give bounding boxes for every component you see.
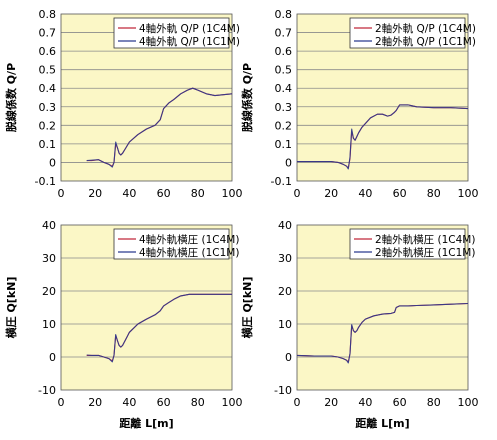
y-tick-label: -10	[38, 384, 56, 397]
x-tick-label: 40	[358, 187, 372, 200]
y-tick-label: 0.7	[275, 27, 293, 40]
y-axis-label: 脱線係数 Q/P	[240, 63, 254, 132]
legend-box	[113, 228, 230, 260]
x-tick-label: 20	[88, 396, 102, 409]
y-tick-label: 40	[278, 219, 292, 232]
x-tick-label: 60	[393, 187, 407, 200]
y-tick-label: 0.3	[39, 101, 57, 114]
y-tick-label: 0.6	[39, 45, 57, 58]
x-tick-label: 60	[157, 396, 171, 409]
plot-border	[296, 13, 469, 182]
plot-border	[60, 224, 233, 391]
y-tick-label: 40	[42, 219, 56, 232]
y-tick-label: -0.1	[35, 175, 56, 188]
x-tick-label: 40	[358, 396, 372, 409]
legend-entry: 2軸外軌横圧 (1C1M)	[375, 246, 475, 259]
x-tick-label: 80	[427, 396, 441, 409]
series-line-1c1m	[296, 302, 469, 364]
x-tick-label: 100	[222, 187, 243, 200]
legend-entry: 2軸外軌横圧 (1C4M)	[375, 233, 475, 246]
legend-box	[349, 17, 466, 49]
x-tick-label: 80	[191, 187, 205, 200]
x-tick-label: 100	[458, 187, 479, 200]
y-tick-label: 0	[285, 156, 292, 169]
y-tick-label: 0	[49, 351, 56, 364]
y-tick-label: 0.1	[39, 138, 57, 151]
plot-border	[60, 13, 233, 182]
y-axis-label: 横圧 Q[kN]	[4, 277, 18, 339]
y-tick-label: 0	[49, 156, 56, 169]
y-tick-label: 30	[42, 252, 56, 265]
chart-top-left: -0.100.10.20.30.40.50.60.70.80 20 40 60 80 10…	[4, 8, 243, 200]
y-tick-label: 0.5	[275, 64, 293, 77]
y-tick-label: 0.4	[39, 82, 57, 95]
y-tick-label: -10	[274, 384, 292, 397]
series-line-1c1m	[297, 104, 469, 170]
x-tick-label: 0	[294, 396, 301, 409]
y-tick-label: 0.3	[275, 101, 293, 114]
x-tick-label: 40	[122, 396, 136, 409]
x-tick-label: 80	[427, 187, 441, 200]
x-tick-label: 40	[122, 187, 136, 200]
x-tick-label: 0	[294, 187, 301, 200]
x-tick-label: 100	[222, 396, 243, 409]
y-tick-label: 0.1	[275, 138, 293, 151]
y-tick-label: 30	[278, 252, 292, 265]
y-tick-label: 0	[285, 351, 292, 364]
legend-entry: 4軸外軌 Q/P (1C1M)	[139, 35, 240, 48]
x-tick-label: 20	[324, 396, 338, 409]
x-axis-label: 距離 L[m]	[119, 416, 173, 430]
chart-top-right: -0.100.10.20.30.40.50.60.70.80 20 40 60 80 10…	[240, 8, 479, 200]
legend-entry: 2軸外軌 Q/P (1C4M)	[375, 22, 476, 35]
y-tick-label: 10	[42, 318, 56, 331]
legend-entry: 4軸外軌横圧 (1C4M)	[139, 233, 239, 246]
x-tick-label: 80	[191, 396, 205, 409]
x-tick-label: 20	[88, 187, 102, 200]
legend-entry: 4軸外軌横圧 (1C1M)	[139, 246, 239, 259]
y-axis-label: 脱線係数 Q/P	[4, 63, 18, 132]
x-tick-label: 0	[58, 396, 65, 409]
y-tick-label: 0.4	[275, 82, 293, 95]
x-axis-label: 距離 L[m]	[355, 416, 409, 430]
legend-box	[349, 228, 466, 260]
plot-border	[296, 224, 469, 391]
y-tick-label: 10	[278, 318, 292, 331]
legend-entry: 2軸外軌 Q/P (1C1M)	[375, 35, 476, 48]
legend-box	[113, 17, 230, 49]
legend-entry: 4軸外軌 Q/P (1C4M)	[139, 22, 240, 35]
y-tick-label: 0.2	[275, 119, 293, 132]
x-tick-label: 100	[458, 396, 479, 409]
x-tick-label: 0	[58, 187, 65, 200]
y-axis-label: 横圧 Q[kN]	[240, 277, 254, 339]
series-line-1c1m	[86, 87, 233, 168]
x-tick-label: 60	[393, 396, 407, 409]
series-line-1c1m	[86, 293, 232, 363]
y-tick-label: 0.8	[39, 8, 57, 21]
y-tick-label: -0.1	[271, 175, 292, 188]
y-tick-label: 0.6	[275, 45, 293, 58]
y-tick-label: 0.8	[275, 8, 293, 21]
y-tick-label: 20	[42, 285, 56, 298]
y-tick-label: 0.7	[39, 27, 57, 40]
x-tick-label: 60	[157, 187, 171, 200]
y-tick-label: 0.2	[39, 119, 57, 132]
y-tick-label: 20	[278, 285, 292, 298]
x-tick-label: 20	[324, 187, 338, 200]
y-tick-label: 0.5	[39, 64, 57, 77]
